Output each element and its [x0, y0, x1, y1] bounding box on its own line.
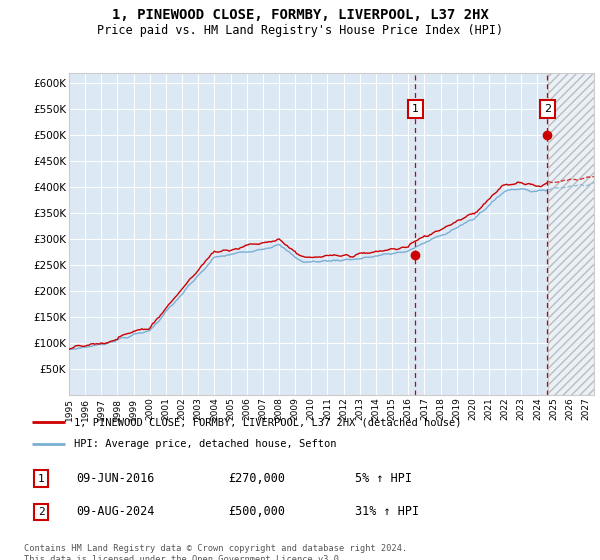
Bar	[548, 73, 595, 395]
Text: 2: 2	[544, 104, 551, 114]
Text: 09-AUG-2024: 09-AUG-2024	[76, 505, 155, 519]
Text: Price paid vs. HM Land Registry's House Price Index (HPI): Price paid vs. HM Land Registry's House …	[97, 24, 503, 36]
Text: HPI: Average price, detached house, Sefton: HPI: Average price, detached house, Seft…	[74, 440, 336, 450]
Text: 1, PINEWOOD CLOSE, FORMBY, LIVERPOOL, L37 2HX: 1, PINEWOOD CLOSE, FORMBY, LIVERPOOL, L3…	[112, 8, 488, 22]
Text: 1: 1	[38, 474, 44, 484]
Text: 5% ↑ HPI: 5% ↑ HPI	[355, 472, 412, 485]
Text: 09-JUN-2016: 09-JUN-2016	[76, 472, 155, 485]
Bar	[548, 73, 595, 395]
Text: £500,000: £500,000	[228, 505, 285, 519]
Text: 1: 1	[412, 104, 419, 114]
Text: 31% ↑ HPI: 31% ↑ HPI	[355, 505, 419, 519]
Text: £270,000: £270,000	[228, 472, 285, 485]
Text: Contains HM Land Registry data © Crown copyright and database right 2024.
This d: Contains HM Land Registry data © Crown c…	[24, 544, 407, 560]
Text: 1, PINEWOOD CLOSE, FORMBY, LIVERPOOL, L37 2HX (detached house): 1, PINEWOOD CLOSE, FORMBY, LIVERPOOL, L3…	[74, 417, 461, 427]
Text: 2: 2	[38, 507, 44, 517]
